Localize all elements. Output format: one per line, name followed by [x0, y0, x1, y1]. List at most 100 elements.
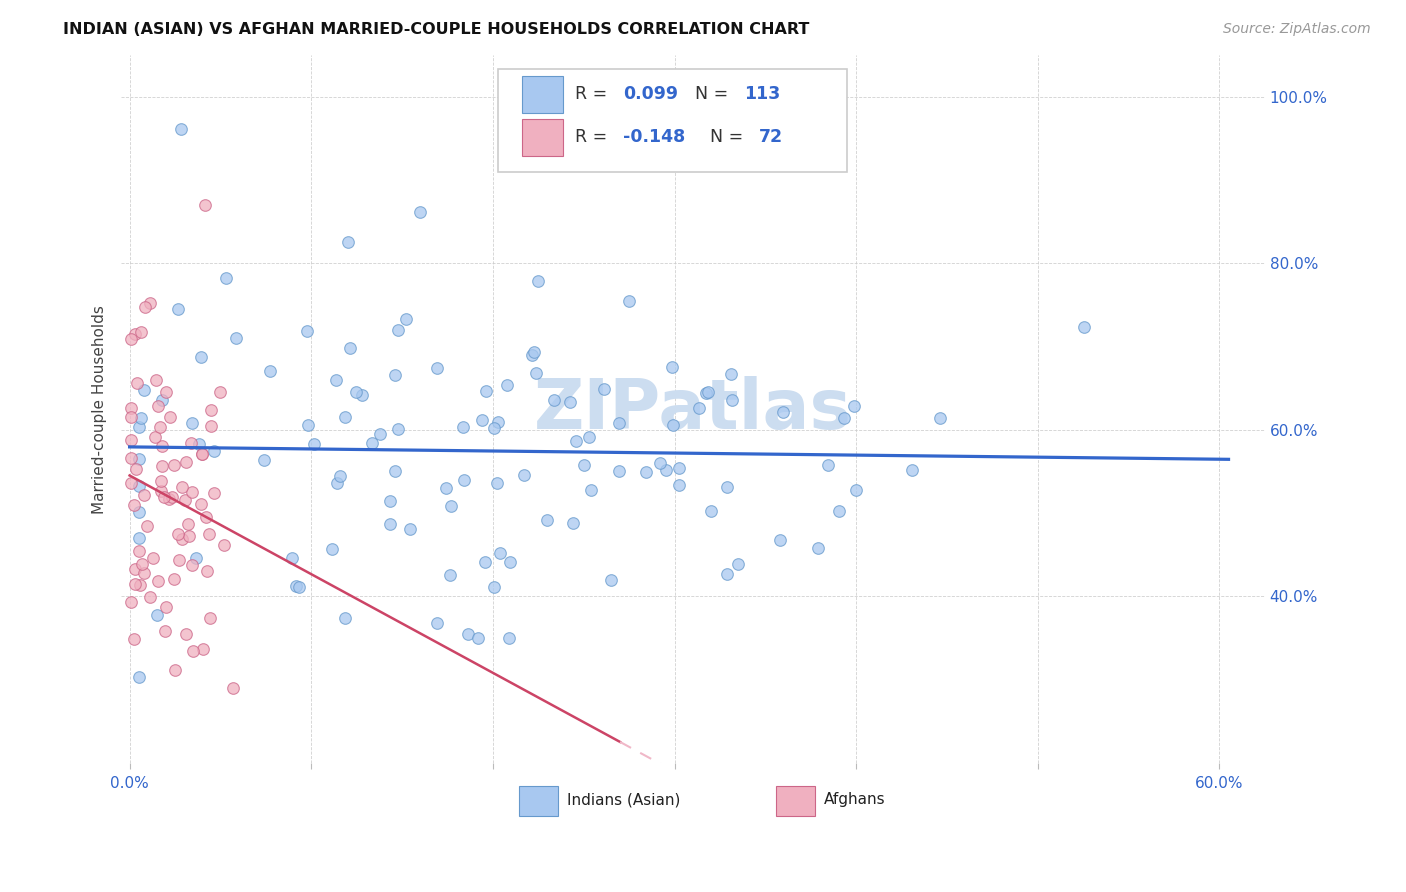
Point	[720, 367, 742, 381]
Point	[474, 384, 496, 398]
Point	[150, 392, 173, 407]
Text: N =: N =	[695, 85, 734, 103]
Point	[120, 451, 142, 466]
Point	[1073, 320, 1095, 334]
Point	[138, 296, 160, 310]
Point	[194, 198, 217, 212]
Point	[827, 504, 849, 518]
Point	[688, 401, 710, 416]
Point	[170, 480, 193, 494]
Point	[253, 453, 276, 467]
Point	[193, 642, 215, 657]
Point	[564, 434, 586, 448]
Point	[128, 578, 150, 592]
Point	[337, 235, 360, 249]
Point	[350, 388, 373, 402]
Point	[148, 574, 170, 588]
Point	[191, 447, 214, 461]
Point	[166, 527, 188, 541]
Point	[378, 493, 401, 508]
FancyBboxPatch shape	[776, 787, 815, 816]
Text: Source: ZipAtlas.com: Source: ZipAtlas.com	[1223, 22, 1371, 37]
Point	[128, 419, 150, 434]
Point	[929, 411, 952, 425]
Point	[387, 323, 409, 337]
FancyBboxPatch shape	[498, 70, 848, 172]
Point	[769, 533, 792, 548]
Text: INDIAN (ASIAN) VS AFGHAN MARRIED-COUPLE HOUSEHOLDS CORRELATION CHART: INDIAN (ASIAN) VS AFGHAN MARRIED-COUPLE …	[63, 22, 810, 37]
FancyBboxPatch shape	[522, 77, 564, 113]
Point	[543, 393, 565, 408]
Point	[696, 385, 718, 400]
Point	[498, 555, 520, 569]
Point	[202, 443, 225, 458]
Point	[187, 437, 209, 451]
Point	[284, 579, 307, 593]
Point	[716, 480, 738, 494]
Point	[482, 580, 505, 594]
Point	[125, 461, 148, 475]
Point	[120, 594, 142, 608]
Point	[167, 302, 190, 317]
Text: Indians (Asian): Indians (Asian)	[567, 792, 681, 807]
Point	[409, 204, 432, 219]
Point	[120, 401, 142, 416]
Text: -0.148: -0.148	[623, 128, 685, 145]
Point	[177, 516, 200, 531]
Point	[526, 366, 548, 380]
Point	[344, 384, 367, 399]
Point	[174, 626, 197, 640]
Point	[513, 467, 536, 482]
Point	[173, 493, 195, 508]
Point	[177, 529, 200, 543]
Point	[434, 481, 457, 495]
Point	[122, 632, 145, 646]
Point	[807, 541, 830, 556]
Point	[326, 475, 349, 490]
Point	[668, 478, 690, 492]
Point	[132, 566, 155, 581]
Point	[281, 550, 304, 565]
Point	[378, 517, 401, 532]
Point	[648, 456, 671, 470]
Point	[150, 458, 173, 473]
Point	[181, 416, 204, 430]
Point	[124, 327, 146, 342]
Point	[384, 465, 406, 479]
Point	[668, 460, 690, 475]
Point	[562, 516, 585, 530]
Point	[457, 627, 479, 641]
Point	[451, 420, 474, 434]
Text: R =: R =	[575, 128, 613, 145]
Point	[453, 473, 475, 487]
Point	[832, 411, 855, 425]
Point	[174, 455, 197, 469]
Point	[163, 663, 186, 677]
FancyBboxPatch shape	[519, 787, 558, 816]
Point	[120, 433, 142, 447]
Point	[578, 430, 600, 444]
Point	[155, 385, 177, 400]
Text: 113: 113	[744, 85, 780, 103]
Point	[131, 557, 153, 571]
Point	[120, 475, 142, 490]
Point	[661, 360, 683, 375]
Point	[163, 458, 186, 472]
Point	[124, 561, 146, 575]
Point	[522, 348, 544, 362]
Point	[215, 270, 238, 285]
Point	[128, 452, 150, 467]
Point	[136, 519, 159, 533]
Point	[128, 532, 150, 546]
Text: R =: R =	[575, 85, 613, 103]
Point	[159, 409, 181, 424]
Point	[120, 410, 142, 425]
Point	[170, 121, 193, 136]
Point	[467, 631, 489, 645]
Point	[489, 546, 512, 560]
Point	[143, 430, 166, 444]
Point	[700, 504, 723, 518]
Point	[128, 505, 150, 519]
Point	[523, 344, 546, 359]
Point	[335, 410, 357, 425]
